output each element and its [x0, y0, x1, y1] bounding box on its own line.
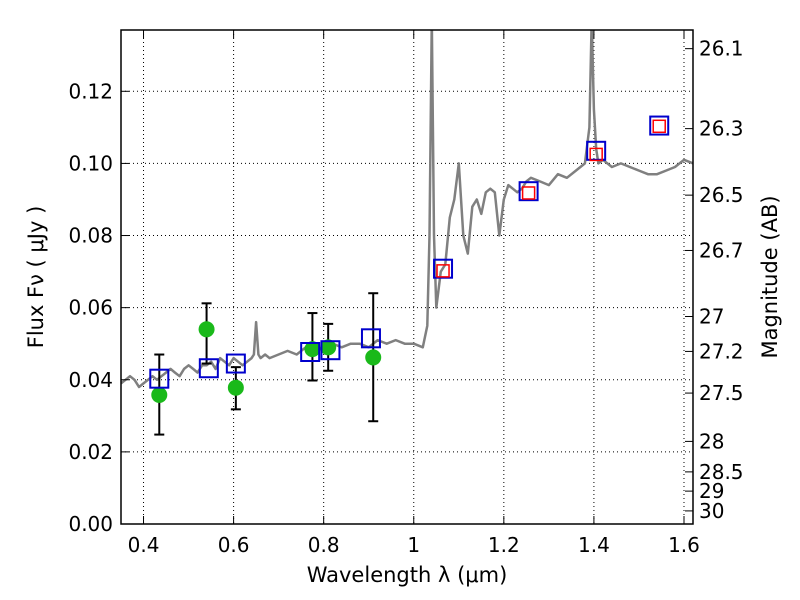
synthetic-square	[649, 115, 670, 136]
synthetic-square	[149, 368, 170, 389]
plot-area	[121, 30, 693, 436]
x-tick-label: 0.6	[218, 533, 250, 557]
right-tick-label: 26.3	[699, 117, 744, 141]
right-tick-label: 26.7	[699, 238, 744, 262]
synthetic-square	[300, 342, 321, 363]
x-tick-label: 0.4	[128, 533, 160, 557]
observed-point	[198, 321, 215, 338]
right-tick-label: 28.5	[699, 460, 744, 484]
x-tick-label: 1.4	[578, 533, 610, 557]
y-tick-label: 0.04	[68, 368, 113, 392]
y-axis-label: Flux Fν ( μJy )	[24, 206, 48, 349]
x-tick-label: 0.8	[308, 533, 340, 557]
synthetic-square	[320, 340, 341, 361]
grid	[121, 30, 693, 525]
right-tick-label: 27.2	[699, 339, 744, 363]
observed-point	[227, 379, 244, 396]
observed-point	[151, 386, 168, 403]
predicted-square	[652, 119, 666, 134]
right-axis-label: Magnitude (AB)	[758, 195, 782, 358]
plot-frame	[120, 29, 694, 525]
right-tick-label: 30	[699, 499, 724, 523]
x-tick-label: 1.6	[668, 533, 700, 557]
y-tick-label: 0.06	[68, 296, 113, 320]
synthetic-square	[360, 328, 381, 349]
x-tick-label: 1	[407, 533, 420, 557]
right-tick-label: 27	[699, 305, 724, 329]
right-tick-label: 26.1	[699, 37, 744, 61]
y-tick-label: 0.12	[68, 79, 113, 103]
y-tick-label: 0.02	[68, 440, 113, 464]
y-tick-label: 0.10	[68, 151, 113, 175]
synthetic-square	[433, 258, 454, 279]
spectrum-line	[121, 30, 693, 389]
predicted-square	[521, 186, 536, 200]
x-axis-label: Wavelength λ (μm)	[307, 563, 508, 587]
synthetic-square	[198, 358, 219, 379]
right-tick-label: 27.5	[699, 381, 744, 405]
y-axis: 0.00 0.02 0.04 0.06 0.08 0.10 0.12	[68, 79, 129, 536]
right-tick-label: 29	[699, 479, 724, 503]
synthetic-square	[518, 181, 539, 202]
observed-point	[304, 341, 321, 358]
x-tick-label: 1.2	[488, 533, 520, 557]
predicted-square	[436, 264, 450, 278]
y-tick-label: 0.08	[68, 224, 113, 248]
y-tick-label: 0.00	[68, 512, 113, 536]
observed-point	[365, 349, 382, 366]
right-tick-label: 28	[699, 429, 724, 453]
observed-point	[320, 339, 337, 356]
predicted-square	[589, 147, 603, 162]
right-tick-label: 26.5	[699, 183, 744, 207]
x-axis: 0.4 0.6 0.8 1 1.2 1.4 1.6	[128, 30, 700, 557]
synthetic-square	[225, 353, 246, 374]
